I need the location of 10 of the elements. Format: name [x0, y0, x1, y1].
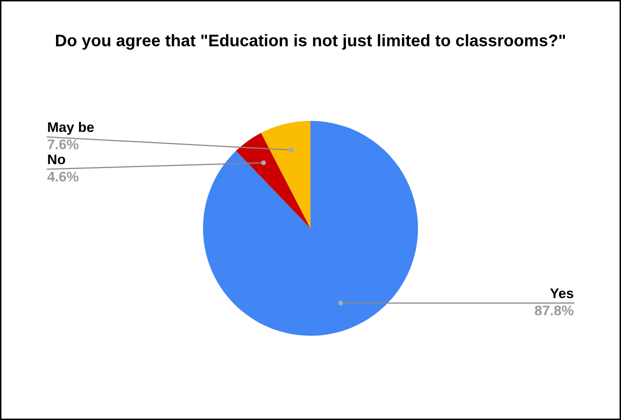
- data-label: 7.6%: [48, 139, 78, 150]
- pie-slice: [236, 132, 310, 228]
- data-label: 4.6%: [47, 172, 78, 182]
- data-label: 87.8%: [534, 306, 574, 316]
- chart-title: Do you agree that "Education is not just limited to classrooms?": [56, 34, 566, 50]
- slice-label: May be: [48, 122, 94, 135]
- pie-slice: [203, 120, 418, 336]
- slice-label: Yes: [550, 288, 574, 298]
- slice-label: No: [48, 154, 66, 164]
- pie-slice: [261, 120, 310, 228]
